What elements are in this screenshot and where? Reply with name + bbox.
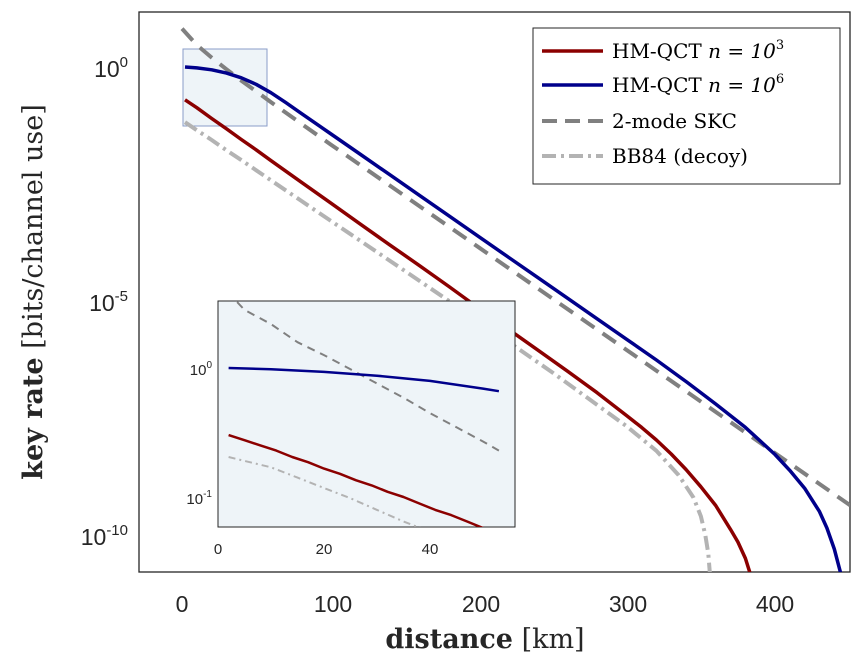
x-axis-label: distance [km] xyxy=(385,624,584,655)
zoom-region xyxy=(182,48,268,127)
series-line-hm-qct-n1e6 xyxy=(184,65,843,572)
y-tick-label: 100 xyxy=(94,54,128,82)
inset-plot-area xyxy=(217,300,516,528)
x-tick-label: 400 xyxy=(756,591,794,617)
legend-label-2-mode-skc: 2-mode SKC xyxy=(612,109,737,133)
legend-label-bb84-decoy: BB84 (decoy) xyxy=(612,144,748,168)
inset-y-tick-label: 100 xyxy=(190,360,213,379)
x-tick-label: 100 xyxy=(314,591,352,617)
inset-line-2-mode-skc xyxy=(234,301,500,452)
y-axis-label: key rate [bits/channel use] xyxy=(18,104,49,480)
inset-x-tick-label: 40 xyxy=(422,541,439,558)
inset-line-hm-qct-n1e3 xyxy=(228,433,484,527)
legend: HM-QCT n = 103 HM-QCT n = 106 2-mode SKC… xyxy=(532,27,841,185)
y-tick-label: 10-10 xyxy=(81,522,128,550)
series-line-2-mode-skc xyxy=(180,27,850,508)
inset-x-tick-label: 20 xyxy=(316,541,333,558)
series-line-hm-qct-n1e3 xyxy=(184,98,752,572)
legend-label-hm-qct-n1e6: HM-QCT n = 106 xyxy=(612,72,784,97)
legend-box xyxy=(532,27,841,185)
main-series-group xyxy=(180,27,850,572)
x-axis-ticks: 0 100 200 300 400 xyxy=(176,591,795,617)
inset-x-tick-label: 0 xyxy=(214,541,222,558)
inset-y-tick-label: 10-1 xyxy=(186,489,212,508)
x-tick-label: 300 xyxy=(609,591,647,617)
legend-label-hm-qct-n1e3: HM-QCT n = 103 xyxy=(612,38,784,63)
inset-plot: 0 20 40 100 10-1 xyxy=(186,300,516,558)
x-tick-label: 200 xyxy=(462,591,500,617)
inset-line-bb84-decoy xyxy=(228,456,421,527)
y-tick-label: 10-5 xyxy=(89,288,128,316)
series-line-bb84-decoy xyxy=(183,120,712,572)
inset-line-hm-qct-n1e6 xyxy=(228,366,500,393)
x-tick-label: 0 xyxy=(176,591,189,617)
y-axis-ticks: 100 10-5 10-10 xyxy=(81,54,128,550)
